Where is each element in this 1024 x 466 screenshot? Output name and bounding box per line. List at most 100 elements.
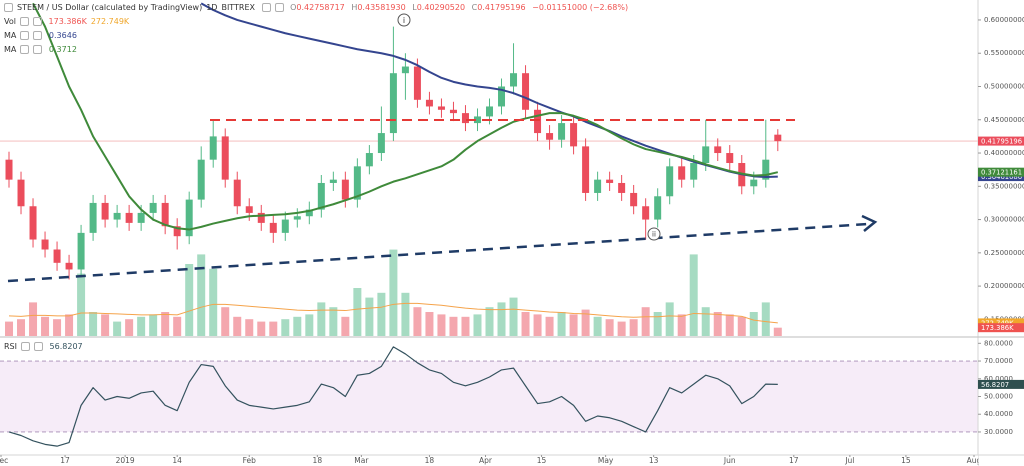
y-tick-label: 50.0000 — [984, 393, 1013, 401]
candle-body — [149, 202, 157, 213]
candle-body — [329, 179, 337, 183]
price-tag-label: 173.386K — [981, 324, 1014, 332]
candle-body — [257, 212, 265, 223]
candle-body — [666, 166, 674, 197]
volume-bar — [281, 319, 290, 336]
candle-body — [353, 166, 361, 200]
volume-bar — [557, 312, 566, 336]
ohlc-key: L — [412, 3, 417, 12]
volume-bar — [593, 316, 602, 336]
candle-body — [365, 153, 373, 167]
icon[interactable] — [33, 31, 43, 40]
volume-bar — [629, 319, 638, 336]
candle-body — [137, 212, 145, 223]
indicator-name: MA — [4, 45, 17, 54]
volume-bar — [341, 316, 350, 336]
indicator-name: MA — [4, 31, 17, 40]
candle-body — [690, 163, 698, 180]
volume-bar — [665, 302, 674, 336]
icon[interactable] — [32, 17, 42, 26]
volume-bar — [725, 314, 734, 336]
candle-body — [570, 123, 578, 147]
candle-body — [774, 134, 782, 142]
icon[interactable] — [261, 3, 271, 12]
ma-legend: MA 0.3646 — [4, 30, 81, 42]
x-tick-label: 15 — [537, 456, 547, 465]
volume-bar — [389, 249, 398, 336]
x-tick-label: Dec — [0, 456, 8, 465]
candle-body — [341, 179, 349, 200]
candle-body — [630, 192, 638, 207]
change: −0.01151000 (−2.68%) — [532, 3, 629, 12]
volume-bar — [761, 302, 770, 336]
price-tag — [978, 323, 1024, 333]
x-tick-label: Jul — [844, 456, 854, 465]
price-tag-label: 0.37121161 — [981, 169, 1022, 177]
ohlc-key: O — [290, 3, 297, 12]
icon[interactable] — [21, 342, 30, 351]
volume-ma-line — [8, 302, 778, 324]
candle-body — [401, 66, 409, 74]
volume-bar — [545, 316, 554, 336]
volume-bar — [221, 307, 230, 336]
x-tick-label: 17 — [789, 456, 799, 465]
icon[interactable] — [34, 342, 43, 351]
volume-bar — [5, 321, 14, 336]
drawings: i ii — [7, 13, 878, 283]
x-tick-label: Jun — [723, 456, 736, 465]
icon[interactable] — [20, 45, 30, 54]
volume-bar — [533, 314, 542, 336]
volume-bar — [29, 302, 38, 336]
volume-bar — [233, 316, 242, 336]
volume-bar — [425, 312, 434, 336]
icon[interactable] — [33, 45, 43, 54]
volume — [5, 249, 782, 336]
volume-bar — [497, 302, 506, 336]
volume-bar — [749, 312, 758, 336]
candle-body — [305, 209, 313, 217]
y-tick-label: 70.0000 — [984, 357, 1013, 365]
header: STEEM / US Dollar (calculated by Trading… — [4, 2, 632, 14]
candle-body — [461, 113, 469, 124]
volume-legend: Vol 173.386K 272.749K — [4, 16, 133, 28]
volume-bar — [293, 316, 302, 336]
x-tick-label: 18 — [425, 456, 435, 465]
icon[interactable] — [19, 17, 29, 26]
volume-bar — [65, 314, 74, 336]
candle-body — [245, 206, 253, 213]
candle-body — [125, 212, 133, 223]
x-tick-label: 13 — [649, 456, 659, 465]
candle-body — [77, 232, 85, 270]
icon[interactable] — [274, 3, 284, 12]
candle-body — [522, 73, 530, 110]
volume-bar — [17, 319, 26, 336]
candle-body — [161, 202, 169, 227]
volume-bar — [473, 314, 482, 336]
volume-bar — [641, 307, 650, 336]
rsi-band — [0, 361, 978, 432]
candle-body — [233, 179, 241, 207]
icon[interactable] — [20, 31, 30, 40]
y-tick-label: 0.45000000 — [984, 116, 1024, 124]
candle-body — [473, 116, 481, 124]
indicator-value: 0.3712 — [48, 45, 77, 54]
indicator-value: 56.8207 — [49, 342, 83, 351]
volume-bar — [41, 316, 50, 336]
x-tick-label: 2019 — [116, 456, 135, 465]
volume-bar — [461, 316, 470, 336]
x-tick-label: Aug — [967, 456, 982, 465]
candle-body — [702, 146, 710, 164]
price-tag — [978, 318, 1024, 328]
price-tag-label: 0.41795196 — [981, 138, 1022, 146]
symbol: STEEM / US Dollar (calculated by Trading… — [17, 3, 203, 12]
candle-body — [486, 106, 493, 117]
ohlc-key: C — [471, 3, 478, 12]
candle-body — [449, 109, 457, 114]
volume-bar — [437, 314, 446, 336]
x-tick-label: Mar — [354, 456, 369, 465]
candle-body — [642, 206, 650, 220]
volume-bar — [269, 321, 278, 336]
x-tick-label: 15 — [901, 456, 911, 465]
wave-marker — [647, 227, 661, 241]
y-tick-label: 0.20000000 — [984, 282, 1024, 290]
